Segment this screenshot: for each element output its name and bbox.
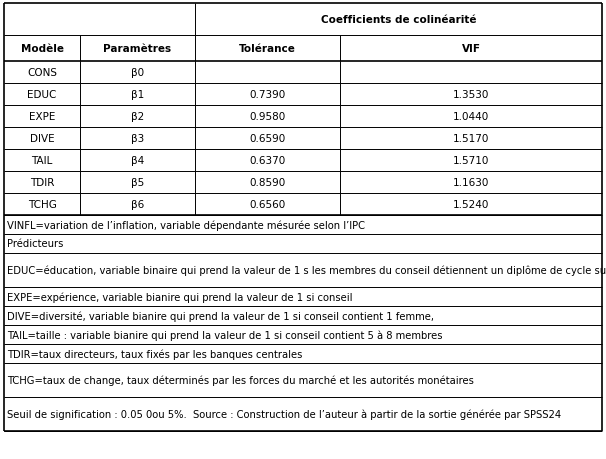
Text: 0.9580: 0.9580 [250,112,285,122]
Text: β0: β0 [131,68,144,78]
Text: β5: β5 [131,178,144,188]
Text: Prédicteurs: Prédicteurs [7,239,64,249]
Text: 1.3530: 1.3530 [453,90,489,100]
Text: EXPE=expérience, variable bianire qui prend la valeur de 1 si conseil: EXPE=expérience, variable bianire qui pr… [7,291,353,302]
Text: 0.6370: 0.6370 [250,156,285,166]
Text: 1.1630: 1.1630 [453,178,489,188]
Text: TDIR=taux directeurs, taux fixés par les banques centrales: TDIR=taux directeurs, taux fixés par les… [7,348,302,359]
Text: Paramètres: Paramètres [104,44,171,54]
Text: Seuil de signification : 0.05 0ou 5%.  Source : Construction de l’auteur à parti: Seuil de signification : 0.05 0ou 5%. So… [7,409,561,420]
Text: 1.0440: 1.0440 [453,112,489,122]
Text: Coefficients de colinéarité: Coefficients de colinéarité [321,15,476,25]
Text: TDIR: TDIR [30,178,54,188]
Text: DIVE=diversité, variable bianire qui prend la valeur de 1 si conseil contient 1 : DIVE=diversité, variable bianire qui pre… [7,311,434,321]
Text: β4: β4 [131,156,144,166]
Text: DIVE: DIVE [30,134,55,144]
Text: β3: β3 [131,134,144,144]
Text: 0.6560: 0.6560 [250,200,285,210]
Text: TCHG=taux de change, taux déterminés par les forces du marché et les autorités m: TCHG=taux de change, taux déterminés par… [7,375,474,386]
Text: Tolérance: Tolérance [239,44,296,54]
Text: CONS: CONS [27,68,57,78]
Text: EDUC: EDUC [27,90,57,100]
Text: 1.5710: 1.5710 [453,156,489,166]
Text: β2: β2 [131,112,144,122]
Text: Modèle: Modèle [21,44,64,54]
Text: EXPE: EXPE [29,112,55,122]
Text: 0.8590: 0.8590 [250,178,285,188]
Text: TAIL: TAIL [32,156,53,166]
Text: EDUC=éducation, variable binaire qui prend la valeur de 1 s les membres du conse: EDUC=éducation, variable binaire qui pre… [7,265,606,276]
Text: 0.6590: 0.6590 [250,134,285,144]
Text: 1.5240: 1.5240 [453,200,489,210]
Text: β1: β1 [131,90,144,100]
Text: TCHG: TCHG [27,200,56,210]
Text: TAIL=taille : variable bianire qui prend la valeur de 1 si conseil contient 5 à : TAIL=taille : variable bianire qui prend… [7,330,442,340]
Text: VIF: VIF [462,44,481,54]
Text: VINFL=variation de l’inflation, variable dépendante mésurée selon l’IPC: VINFL=variation de l’inflation, variable… [7,220,365,230]
Text: 1.5170: 1.5170 [453,134,489,144]
Text: 0.7390: 0.7390 [250,90,285,100]
Text: β6: β6 [131,200,144,210]
